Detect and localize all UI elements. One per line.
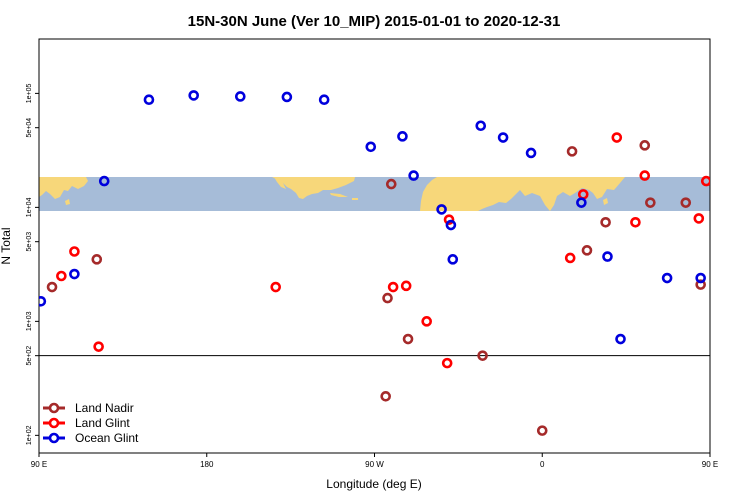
land-glint-point [387, 281, 399, 293]
ocean-glint-point [436, 204, 447, 215]
land-nadir-point [680, 197, 692, 208]
ocean-glint-point [143, 94, 155, 106]
y-axis-ticks: 1e+02 5e+02 1e+03 5e+03 1e+04 5e+04 1e+05 [26, 83, 39, 445]
land-glint-point [93, 341, 104, 352]
land-glint-point [69, 246, 80, 257]
land-glint-point [721, 214, 729, 222]
land-cuba [330, 193, 348, 197]
ocean-glint-point [397, 131, 408, 142]
land-glint-point [630, 216, 641, 228]
x-axis-title: Longitude (deg E) [326, 477, 421, 491]
land-masses [39, 177, 625, 211]
legend-label-land-glint: Land Glint [75, 416, 130, 430]
land-nadir-point [91, 254, 103, 265]
land-glint-point [421, 316, 432, 327]
land-nadir-point [581, 245, 593, 256]
land-nadir-point [536, 425, 548, 436]
land-glint-point [56, 270, 67, 282]
ocean-glint-point [235, 91, 246, 102]
ocean-glint-point [39, 295, 47, 307]
land-nadir-point [402, 333, 414, 345]
ocean-glint-point [447, 254, 459, 265]
ocean-glint-point [695, 272, 706, 284]
land-glint-point [443, 214, 455, 225]
ocean-glint-point [365, 141, 377, 153]
legend-label-land-nadir: Land Nadir [75, 401, 134, 415]
y-tick-label: 1e+02 [26, 425, 33, 445]
x-axis-ticks: 90 E 180 90 W 0 90 E [31, 453, 718, 469]
legend-marker-ocean-glint [48, 432, 60, 444]
land-glint-point [639, 170, 651, 181]
plot-frame [38, 38, 711, 454]
land-nadir-point [639, 140, 651, 151]
ocean-glint-point [615, 333, 626, 345]
ocean-glint-point [602, 251, 613, 262]
land-glint-point [270, 281, 282, 293]
y-axis-title: N Total [0, 227, 13, 264]
ocean-glint-point [576, 197, 587, 208]
land-glint-point [611, 132, 623, 143]
ocean-glint-point [408, 170, 419, 181]
land-nadir-point [477, 350, 488, 361]
x-tick-label: 90 W [365, 460, 384, 469]
land-nadir-point [382, 292, 393, 304]
land-north-america [272, 177, 355, 199]
y-tick-label: 5e+03 [26, 232, 33, 252]
chart-title: 15N-30N June (Ver 10_MIP) 2015-01-01 to … [188, 13, 561, 30]
land-hispaniola [352, 198, 358, 200]
x-tick-label: 180 [200, 460, 214, 469]
land-nadir-point [600, 216, 611, 228]
x-tick-label: 90 E [702, 460, 718, 469]
land-baja [274, 177, 286, 189]
x-tick-label: 90 E [31, 460, 47, 469]
land-nadir-point [385, 178, 397, 190]
data-points [39, 90, 729, 436]
ocean-glint-point [281, 91, 293, 103]
land-nadir-point [46, 281, 58, 293]
ocean-glint-point [445, 219, 457, 231]
land-glint-point [564, 252, 576, 264]
land-africa-asia [420, 177, 625, 211]
y-tick-label: 1e+05 [26, 83, 33, 103]
legend-marker-land-nadir [48, 402, 60, 414]
land-taiwan-left [65, 199, 70, 205]
land-glint-point [700, 175, 710, 187]
legend-marker-land-glint [48, 417, 60, 429]
ocean-glint-point [661, 272, 673, 284]
y-tick-label: 5e+04 [26, 118, 33, 138]
ocean-glint-point [318, 94, 330, 106]
land-nadir-point [380, 391, 391, 402]
land-nadir-point [645, 197, 656, 208]
ocean-glint-point [475, 120, 487, 132]
y-tick-label: 5e+02 [26, 346, 33, 366]
legend-label-ocean-glint: Ocean Glint [75, 431, 139, 445]
y-tick-label: 1e+03 [26, 311, 33, 331]
map-strip [39, 177, 710, 211]
y-tick-label: 1e+04 [26, 197, 33, 217]
land-nadir-point [695, 279, 706, 290]
ocean-glint-point [497, 132, 509, 143]
land-asia-left [39, 177, 88, 199]
land-glint-point [400, 280, 412, 292]
x-tick-label: 0 [540, 460, 545, 469]
land-taiwan-right [603, 198, 608, 205]
ocean-glint-point [188, 90, 200, 101]
land-glint-point [693, 213, 705, 224]
land-nadir-point [566, 146, 578, 157]
land-glint-point [441, 357, 453, 369]
ocean-glint-point [69, 268, 80, 280]
ocean-glint-point [525, 147, 537, 159]
ocean-glint-point [98, 175, 110, 187]
